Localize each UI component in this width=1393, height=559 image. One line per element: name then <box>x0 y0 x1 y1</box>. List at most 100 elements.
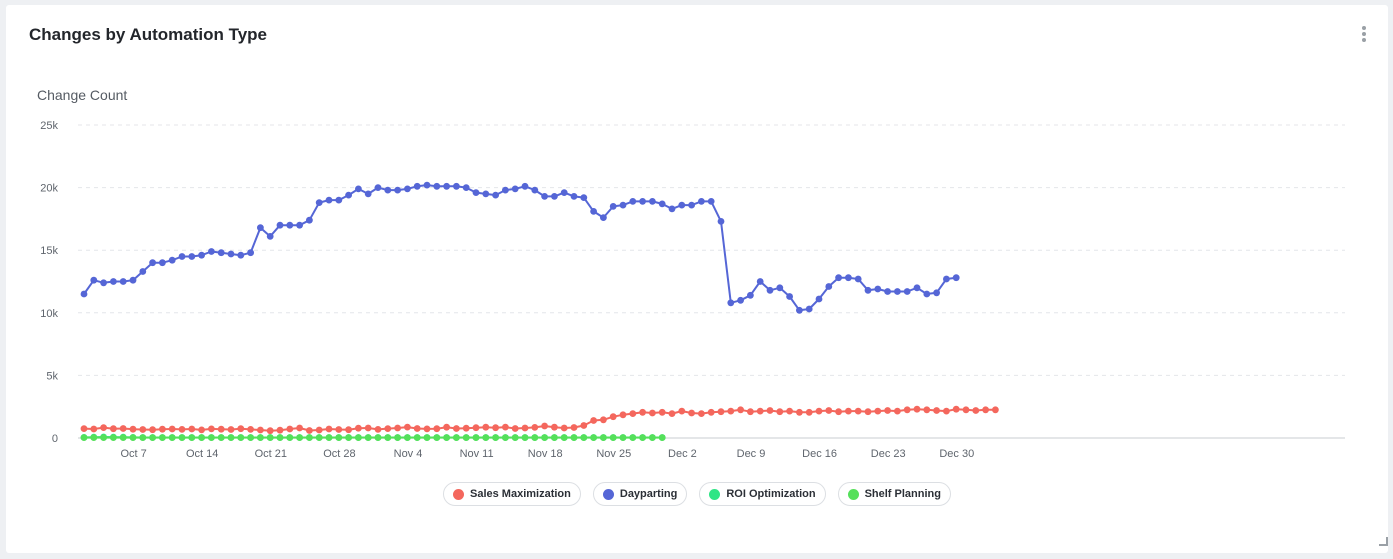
data-point-dayparting <box>462 184 470 192</box>
kebab-menu-icon[interactable] <box>1359 26 1369 46</box>
data-point-shelf-planning <box>110 434 117 441</box>
data-point-sales-maximization <box>845 407 852 415</box>
data-point-sales-maximization <box>168 425 176 433</box>
data-point-dayparting <box>325 196 333 204</box>
data-point-dayparting <box>266 233 274 240</box>
data-point-sales-maximization <box>257 426 264 434</box>
data-point-dayparting <box>208 248 215 255</box>
data-point-dayparting <box>943 275 950 283</box>
data-point-sales-maximization <box>815 407 823 415</box>
data-point-dayparting <box>629 198 637 205</box>
y-tick-label: 15k <box>40 245 58 257</box>
x-tick-label: Oct 7 <box>120 448 146 460</box>
data-point-shelf-planning <box>384 434 392 441</box>
data-point-dayparting <box>835 274 842 282</box>
data-point-sales-maximization <box>423 425 431 433</box>
data-point-sales-maximization <box>315 426 323 434</box>
data-point-shelf-planning <box>257 434 264 441</box>
gridlines <box>78 124 1345 439</box>
data-point-shelf-planning <box>168 434 176 441</box>
data-point-dayparting <box>168 256 176 264</box>
data-point-sales-maximization <box>247 426 255 433</box>
data-point-dayparting <box>237 251 245 259</box>
data-point-sales-maximization <box>707 408 715 416</box>
data-point-dayparting <box>884 288 891 295</box>
data-point-shelf-planning <box>217 434 225 441</box>
data-point-shelf-planning <box>502 434 509 441</box>
legend-item-dayparting[interactable]: Dayparting <box>592 482 688 506</box>
data-point-sales-maximization <box>551 423 558 431</box>
data-point-sales-maximization <box>629 410 637 417</box>
data-point-dayparting <box>511 185 519 193</box>
data-point-shelf-planning <box>159 434 166 441</box>
data-point-dayparting <box>580 194 588 202</box>
resize-handle-icon[interactable] <box>1379 537 1388 546</box>
y-tick-label: 0 <box>52 433 58 445</box>
data-point-shelf-planning <box>433 434 441 441</box>
data-point-shelf-planning <box>266 434 274 441</box>
data-point-dayparting <box>345 191 352 199</box>
x-tick-label: Dec 2 <box>668 448 697 460</box>
data-point-dayparting <box>364 190 372 198</box>
data-point-sales-maximization <box>609 413 617 421</box>
data-point-dayparting <box>188 253 196 260</box>
data-point-sales-maximization <box>668 410 676 417</box>
data-point-shelf-planning <box>198 434 206 441</box>
legend-item-sales-maximization[interactable]: Sales Maximization <box>443 482 581 506</box>
data-point-dayparting <box>482 190 490 198</box>
legend-swatch-icon <box>847 488 859 500</box>
chart-title: Changes by Automation Type <box>29 25 268 44</box>
data-point-dayparting <box>668 205 676 213</box>
data-point-sales-maximization <box>80 425 88 432</box>
data-point-shelf-planning <box>315 434 323 441</box>
data-point-dayparting <box>874 285 882 293</box>
chart-legend: Sales Maximization Dayparting ROI Optimiza… <box>6 482 1388 506</box>
data-point-dayparting <box>315 199 323 207</box>
data-point-dayparting <box>776 284 784 292</box>
data-point-dayparting <box>570 193 578 200</box>
data-point-sales-maximization <box>511 425 519 432</box>
data-point-sales-maximization <box>384 425 392 432</box>
data-point-sales-maximization <box>776 408 784 416</box>
data-point-sales-maximization <box>639 408 646 416</box>
data-point-sales-maximization <box>208 425 215 433</box>
data-point-dayparting <box>159 259 166 267</box>
data-point-shelf-planning <box>492 434 499 441</box>
data-point-sales-maximization <box>404 423 411 431</box>
data-point-shelf-planning <box>413 434 421 441</box>
data-point-sales-maximization <box>286 425 294 433</box>
legend-item-roi-optimization[interactable]: ROI Optimization <box>699 482 826 506</box>
legend-label: ROI Optimization <box>726 488 816 500</box>
x-tick-label: Dec 16 <box>802 448 837 460</box>
data-point-sales-maximization <box>903 406 911 414</box>
data-point-sales-maximization <box>100 424 107 431</box>
data-point-dayparting <box>227 250 235 258</box>
legend-label: Sales Maximization <box>470 488 571 500</box>
legend-item-shelf-planning[interactable]: Shelf Planning <box>837 482 951 506</box>
data-point-dayparting <box>825 283 833 290</box>
data-point-dayparting <box>110 278 117 285</box>
data-point-shelf-planning <box>580 434 588 441</box>
data-point-shelf-planning <box>364 434 372 441</box>
data-point-dayparting <box>913 284 921 292</box>
data-point-shelf-planning <box>345 434 352 441</box>
data-point-sales-maximization <box>521 424 529 432</box>
data-point-dayparting <box>639 198 646 205</box>
data-point-sales-maximization <box>619 411 627 419</box>
data-point-dayparting <box>894 288 901 295</box>
data-point-sales-maximization <box>139 426 147 433</box>
data-point-sales-maximization <box>110 425 117 433</box>
data-point-sales-maximization <box>129 425 137 433</box>
data-point-shelf-planning <box>325 434 333 441</box>
data-point-shelf-planning <box>453 434 460 441</box>
data-point-sales-maximization <box>835 408 842 416</box>
data-point-dayparting <box>541 193 548 200</box>
data-point-sales-maximization <box>276 426 284 434</box>
data-point-shelf-planning <box>374 434 382 441</box>
legend-swatch-icon <box>602 488 614 500</box>
legend-swatch-icon <box>453 488 464 500</box>
y-tick-label: 10k <box>40 308 58 320</box>
x-tick-label: Dec 30 <box>939 448 974 460</box>
data-point-sales-maximization <box>678 407 686 415</box>
data-point-shelf-planning <box>237 434 245 441</box>
